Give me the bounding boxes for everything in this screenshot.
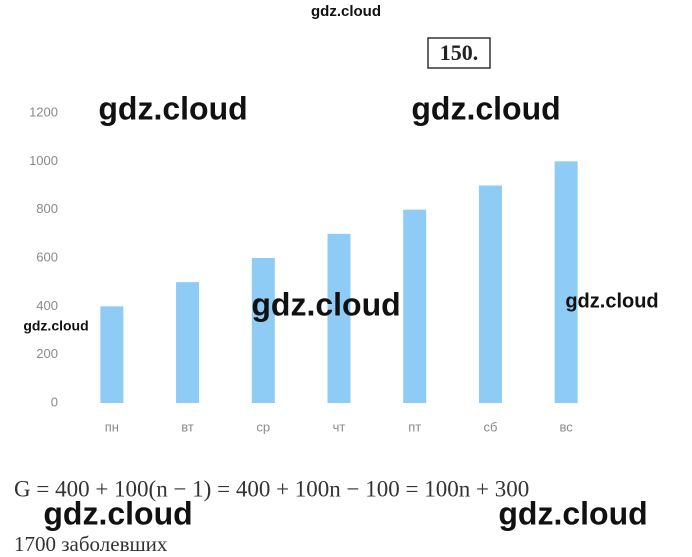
bar — [327, 233, 351, 403]
bar — [251, 258, 275, 403]
watermark: gdz.cloud — [43, 495, 192, 531]
y-tick-label: 200 — [36, 346, 58, 361]
y-tick-label: 1000 — [29, 153, 58, 168]
bar — [176, 282, 200, 403]
number-box — [427, 37, 491, 69]
x-tick-label: пн — [105, 419, 119, 434]
y-tick-label: 600 — [36, 249, 58, 264]
watermark: gdz.cloud — [311, 3, 381, 20]
x-tick-label: пт — [408, 419, 421, 434]
x-tick-label: чт — [333, 419, 346, 434]
watermark: gdz.cloud — [565, 290, 658, 312]
y-tick-label: 800 — [36, 201, 58, 216]
x-tick-label: ср — [256, 419, 270, 434]
watermark: gdz.cloud — [498, 495, 647, 531]
watermark: gdz.cloud — [98, 90, 247, 126]
y-tick-label: 1200 — [29, 104, 58, 119]
bar — [554, 161, 578, 403]
x-tick-label: вт — [181, 419, 194, 434]
problem-number: 150. — [440, 40, 479, 65]
y-tick-label: 400 — [36, 298, 58, 313]
watermark: gdz.cloud — [251, 286, 400, 322]
formula: G = 400 + 100(n − 1) = 400 + 100n − 100 … — [14, 476, 529, 501]
watermark: gdz.cloud — [23, 318, 88, 334]
answer: 1700 заболевших — [14, 532, 168, 556]
x-tick-label: сб — [483, 419, 497, 434]
bar — [478, 185, 502, 403]
bar — [403, 209, 427, 403]
bar — [100, 306, 124, 403]
y-tick-label: 0 — [51, 394, 58, 409]
x-tick-label: вс — [560, 419, 574, 434]
watermark: gdz.cloud — [411, 90, 560, 126]
